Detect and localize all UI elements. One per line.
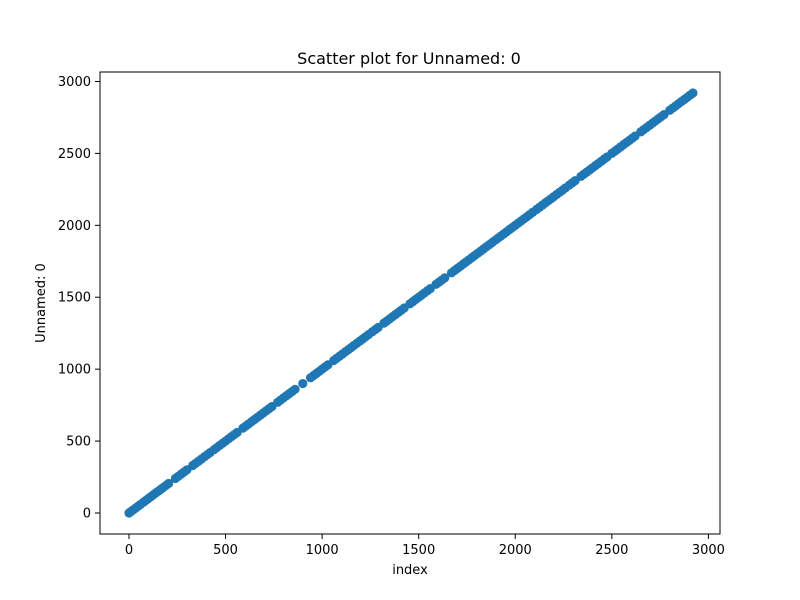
y-tick-label: 3000 [58, 75, 91, 90]
y-axis-label: Unnamed: 0 [34, 263, 49, 343]
y-tick-label: 0 [83, 507, 91, 522]
plot-area-frame [99, 71, 721, 535]
y-tick-label: 2500 [58, 147, 91, 162]
y-tick-label: 1000 [58, 363, 91, 378]
y-tick-label: 1500 [58, 291, 91, 306]
data-point [298, 378, 308, 389]
y-tick-label: 2000 [58, 219, 91, 234]
x-tick-label: 2500 [595, 543, 628, 558]
x-tick-label: 2000 [499, 543, 532, 558]
data-point [163, 478, 174, 489]
y-tick-label: 500 [66, 435, 91, 450]
x-axis-label: index [392, 563, 428, 578]
x-tick-label: 500 [213, 543, 238, 558]
data-point [290, 384, 300, 394]
chart-title: Scatter plot for Unnamed: 0 [297, 49, 521, 68]
data-point [688, 88, 698, 98]
y-axis-ticks: 0 500 1000 1500 2000 2500 3000 [58, 75, 100, 522]
x-tick-label: 1500 [402, 543, 435, 558]
x-tick-label: 3000 [692, 543, 725, 558]
points-layer [124, 88, 698, 518]
x-axis-ticks: 0 500 1000 1500 2000 2500 3000 [125, 534, 725, 558]
data-point [440, 273, 450, 283]
x-tick-label: 1000 [306, 543, 339, 558]
x-tick-label: 0 [125, 543, 133, 558]
